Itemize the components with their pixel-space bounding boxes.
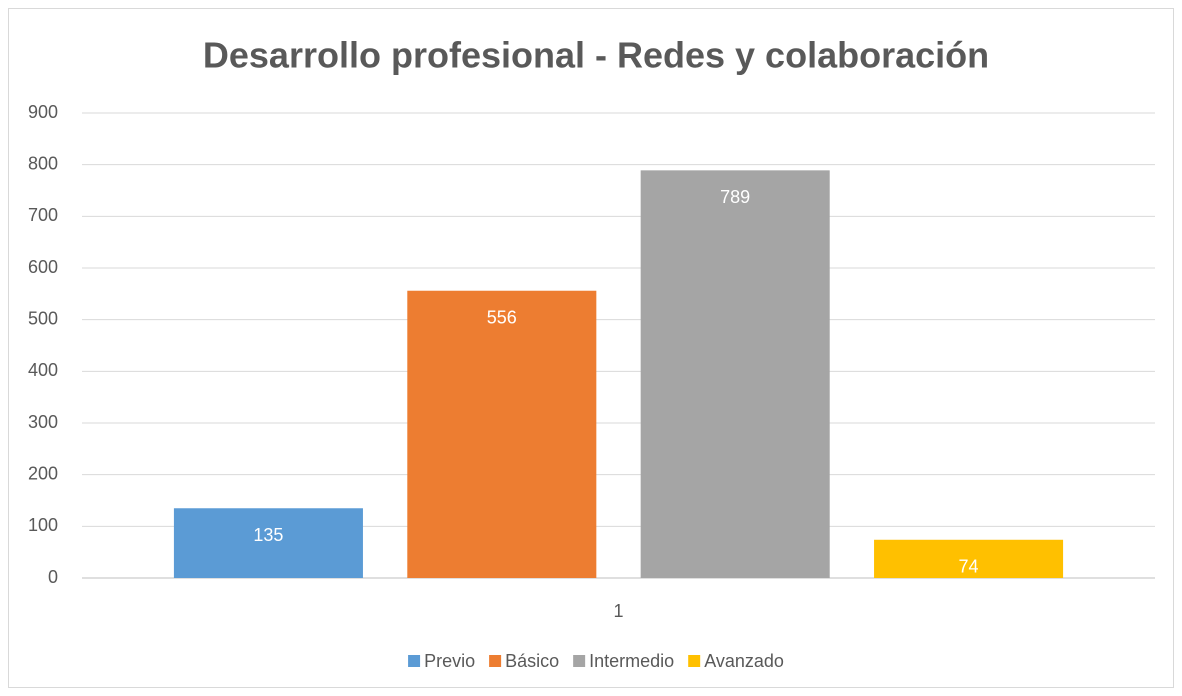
bar	[874, 539, 1064, 578]
y-tick-label: 400	[28, 360, 58, 380]
y-tick-label: 800	[28, 153, 58, 173]
data-label: 789	[720, 187, 750, 207]
bar	[173, 508, 363, 578]
bar	[407, 290, 597, 578]
data-label: 135	[253, 525, 283, 545]
legend-label: Intermedio	[589, 651, 674, 671]
y-tick-label: 500	[28, 308, 58, 328]
chart-title: Desarrollo profesional - Redes y colabor…	[203, 35, 989, 76]
x-tick-label: 1	[613, 601, 623, 621]
legend-swatch	[573, 655, 586, 667]
y-tick-label: 0	[48, 567, 58, 587]
legend-swatch	[408, 655, 421, 667]
data-label: 74	[959, 557, 979, 577]
legend-label: Básico	[505, 651, 559, 671]
legend-label: Avanzado	[704, 651, 784, 671]
y-tick-label: 100	[28, 515, 58, 535]
legend-label: Previo	[424, 651, 475, 671]
legend-swatch	[688, 655, 701, 667]
legend-swatch	[489, 655, 502, 667]
y-tick-label: 300	[28, 412, 58, 432]
y-tick-label: 700	[28, 205, 58, 225]
bar	[640, 170, 830, 578]
data-label: 556	[487, 307, 517, 327]
y-tick-label: 900	[28, 102, 58, 122]
y-tick-label: 200	[28, 463, 58, 483]
y-tick-label: 600	[28, 257, 58, 277]
